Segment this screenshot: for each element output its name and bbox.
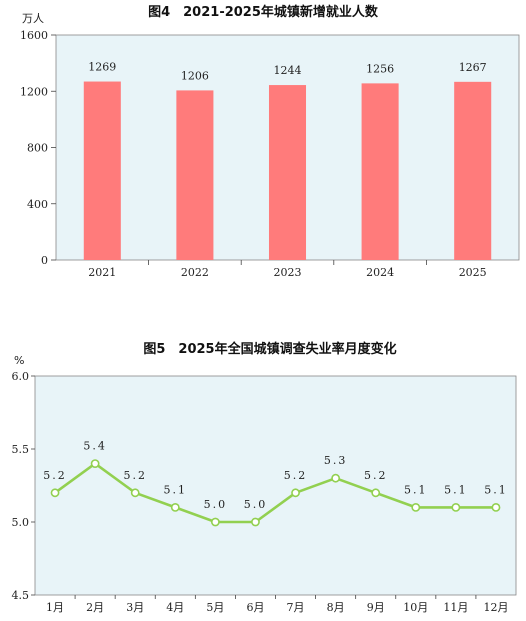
bar-chart-unit-label: 万人: [22, 12, 44, 25]
line-x-tick-label: 3月: [126, 601, 144, 614]
line-x-tick-label: 8月: [327, 601, 345, 614]
line-x-tick-label: 7月: [287, 601, 305, 614]
line-data-label: 5.2: [284, 469, 308, 482]
bar-x-axis: 2021 2022 2023 2024 2025: [88, 260, 487, 279]
bar-data-label: 1269: [88, 61, 116, 74]
line-x-tick-label: 6月: [246, 601, 264, 614]
bar: [268, 85, 307, 260]
bar-x-tick-label: 2022: [181, 266, 209, 279]
line-data-label: 5.1: [484, 483, 508, 496]
line-plot-area: [34, 375, 517, 596]
line-data-label: 5.4: [83, 440, 107, 453]
bar-series: 1269 1206 1244 1256 1267: [83, 61, 492, 260]
bar: [361, 83, 399, 260]
bar-y-tick-label: 400: [27, 198, 48, 211]
line-data-label: 5.3: [324, 454, 348, 467]
line-point: [170, 502, 180, 512]
line-y-tick-label: 5.5: [12, 443, 30, 456]
bar-x-tick-label: 2025: [459, 266, 487, 279]
bar: [83, 81, 121, 260]
bar-y-tick-label: 800: [27, 142, 48, 155]
line-x-tick-label: 1月: [46, 601, 64, 614]
line-point: [251, 517, 260, 527]
bar-y-tick-label: 1600: [20, 29, 48, 42]
line-point: [50, 488, 60, 498]
line-data-label: 5.1: [404, 483, 428, 496]
line-point: [90, 459, 100, 468]
line-data-label: 5.0: [244, 498, 268, 511]
line-x-tick-label: 5月: [206, 601, 224, 614]
line-x-tick-label: 2月: [86, 601, 104, 614]
bar-data-label: 1244: [274, 64, 302, 77]
line-x-axis: 1月 2月 3月 4月 5月 6月 7月 8月 9月 10月 11月 12月: [46, 595, 508, 614]
line-data-label: 5.2: [43, 469, 67, 482]
line-data-label: 5.1: [164, 483, 188, 496]
line-chart-title: 图5 2025年全国城镇调查失业率月度变化: [143, 341, 396, 357]
line-series: [54, 462, 496, 524]
line-points: 5.2 5.4 5.2 5.1 5.0 5.0 5.2 5.3 5.2 5.1 5.1 5.1: [43, 440, 508, 527]
line-y-tick-label: 4.5: [12, 589, 30, 602]
line-point: [291, 488, 300, 498]
line-chart: 图5 2025年全国城镇调查失业率月度变化 % 4.5 5.0 5.5 6.0 5.2…: [12, 341, 517, 614]
line-x-tick-label: 9月: [367, 601, 385, 614]
bar-y-tick-label: 1200: [20, 85, 48, 98]
line-point: [210, 517, 220, 527]
bar: [454, 81, 492, 260]
line-y-axis: 4.5 5.0 5.5 6.0: [12, 370, 35, 602]
bar-data-label: 1206: [181, 69, 209, 82]
line-x-tick-label: 12月: [483, 601, 508, 614]
bar-y-axis: 0 400 800 1200 1600: [20, 29, 56, 267]
line-y-tick-label: 6.0: [12, 370, 30, 383]
line-point: [331, 473, 341, 483]
line-point: [371, 488, 381, 498]
line-data-label: 5.2: [364, 469, 388, 482]
line-data-label: 5.0: [204, 498, 228, 511]
bar-data-label: 1256: [366, 62, 394, 75]
bar-y-tick-label: 0: [41, 254, 48, 267]
bar-x-tick-label: 2023: [274, 266, 302, 279]
line-data-label: 5.2: [123, 469, 147, 482]
line-point: [491, 502, 501, 512]
bar-chart-title: 图4 2021-2025年城镇新增就业人数: [148, 4, 379, 20]
line-chart-unit-label: %: [14, 354, 24, 367]
bar-data-label: 1267: [459, 61, 487, 74]
line-x-tick-label: 4月: [166, 601, 184, 614]
line-point: [130, 488, 140, 498]
line-point: [451, 502, 461, 512]
bar-x-tick-label: 2024: [366, 266, 394, 279]
bar-chart: 图4 2021-2025年城镇新增就业人数 万人 0 400 800 1200 1600…: [20, 4, 520, 279]
bar: [176, 90, 214, 260]
line-x-tick-label: 11月: [443, 601, 468, 614]
bar-x-tick-label: 2021: [88, 266, 116, 279]
line-data-label: 5.1: [444, 483, 468, 496]
line-x-tick-label: 10月: [403, 601, 428, 614]
line-y-tick-label: 5.0: [12, 516, 30, 529]
line-point: [411, 502, 421, 512]
